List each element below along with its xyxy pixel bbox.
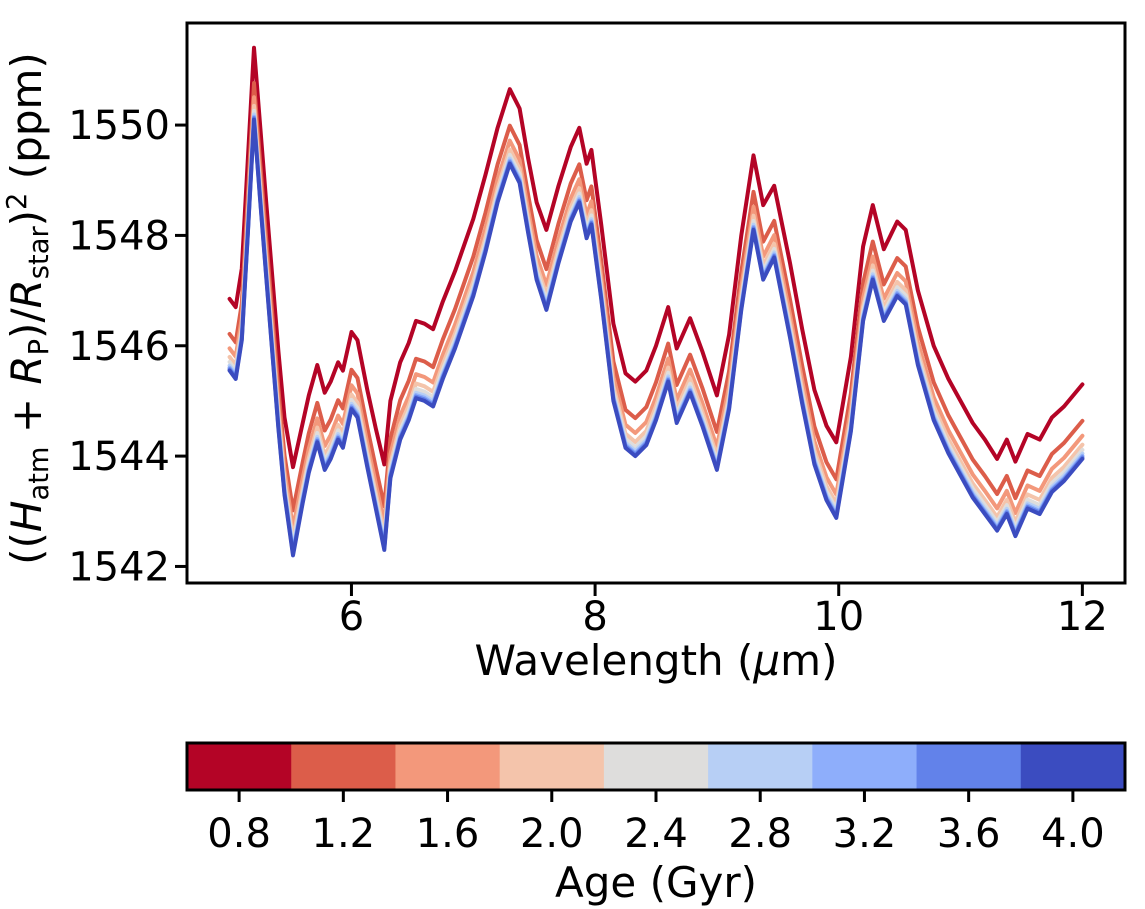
y-tick-label: 1542 bbox=[68, 544, 170, 590]
colorbar-label: Age (Gyr) bbox=[554, 858, 758, 907]
series-line-age-2.4 bbox=[227, 108, 1085, 547]
y-tick-label: 1550 bbox=[68, 103, 170, 149]
colorbar-tick-label: 1.6 bbox=[416, 811, 480, 857]
series-line-age-1.2 bbox=[227, 81, 1085, 513]
y-tick-label: 1548 bbox=[68, 213, 170, 259]
colorbar-tick-label: 3.6 bbox=[937, 811, 1001, 857]
colorbar-tick-label: 2.4 bbox=[624, 811, 688, 857]
colorbar-segment bbox=[812, 743, 918, 790]
colorbar-segment bbox=[708, 743, 813, 790]
colorbar-segment bbox=[603, 743, 709, 790]
colorbar-tick-label: 4.0 bbox=[1041, 811, 1105, 857]
colorbar-segment bbox=[499, 743, 605, 790]
colorbar-tick-label: 2.0 bbox=[520, 811, 584, 857]
y-tick-label: 1546 bbox=[68, 324, 170, 370]
colorbar-segment bbox=[187, 743, 292, 790]
colorbar-segment bbox=[916, 743, 1022, 790]
x-tick-label: 10 bbox=[813, 594, 864, 640]
x-axis-label: Wavelength (μm) bbox=[474, 636, 838, 685]
colorbar-tick-label: 1.2 bbox=[312, 811, 376, 857]
series-line-age-2 bbox=[227, 103, 1085, 541]
colorbar-segment bbox=[1020, 743, 1126, 790]
x-tick-label: 6 bbox=[339, 594, 364, 640]
colorbar-tick-label: 0.8 bbox=[207, 811, 271, 857]
y-axis-label: ((Hatm + RP)/Rstar)2 (ppm) bbox=[1, 52, 55, 565]
series-line-age-2.8 bbox=[227, 112, 1085, 552]
colorbar-tick-label: 3.2 bbox=[833, 811, 897, 857]
colorbar-segment bbox=[395, 743, 501, 790]
x-tick-label: 12 bbox=[1057, 594, 1108, 640]
series-line-age-4 bbox=[227, 117, 1085, 558]
colorbar-tick-label: 2.8 bbox=[728, 811, 792, 857]
x-tick-label: 8 bbox=[582, 594, 607, 640]
series-line-age-3.6 bbox=[227, 116, 1085, 556]
y-tick-label: 1544 bbox=[68, 434, 170, 480]
plot-border bbox=[185, 21, 1127, 585]
series-line-age-0.8 bbox=[227, 45, 1085, 470]
colorbar-segment bbox=[291, 743, 396, 790]
series-line-age-3.2 bbox=[227, 114, 1085, 554]
